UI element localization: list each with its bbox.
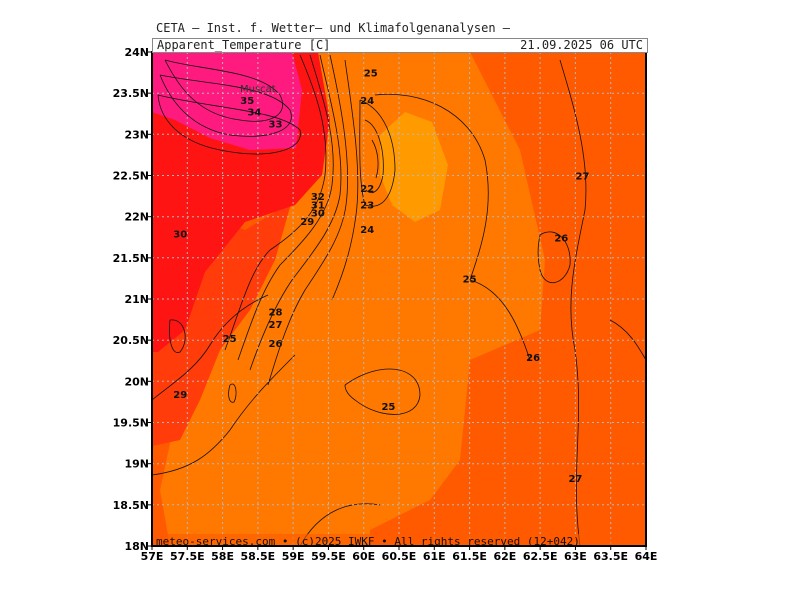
contour-label: 24: [360, 225, 374, 236]
contour-label: 22: [360, 184, 374, 195]
x-axis-ticks: 57E 57.5E 58E 58.5E 59E 59.5E 60E 60.5E 61E 61.5E…: [141, 546, 658, 563]
contour-label: 32: [311, 192, 325, 203]
x-tick-label: 59.5E: [311, 550, 346, 563]
contour-label: 34: [247, 107, 261, 118]
y-tick-label: 19.5N: [113, 417, 149, 430]
contour-label: 33: [269, 120, 283, 131]
contour-label: 24: [360, 96, 374, 107]
x-tick-label: 60E: [352, 550, 375, 563]
contour-label: 23: [360, 200, 374, 211]
y-tick-label: 24N: [124, 46, 149, 59]
x-tick-label: 59E: [282, 550, 305, 563]
contour-label: 25: [364, 69, 378, 80]
contour-label: 27: [568, 474, 582, 485]
x-tick-label: 57E: [141, 550, 164, 563]
x-tick-label: 61.5E: [452, 550, 487, 563]
contour-label: 26: [554, 233, 568, 244]
x-tick-label: 62E: [493, 550, 516, 563]
y-tick-label: 22N: [124, 211, 149, 224]
contour-label: 35: [240, 96, 254, 107]
contour-label: 25: [223, 334, 237, 345]
y-tick-label: 18N: [124, 540, 149, 553]
footer-band: [152, 534, 646, 546]
contour-label: 25: [463, 275, 477, 286]
x-tick-label: 64E: [635, 550, 658, 563]
y-tick-label: 23.5N: [113, 87, 149, 100]
y-tick-label: 18.5N: [113, 499, 149, 512]
x-tick-label: 60.5E: [382, 550, 417, 563]
y-tick-label: 21N: [124, 293, 149, 306]
x-tick-label: 63.5E: [593, 550, 628, 563]
contour-label: 29: [300, 217, 314, 228]
contour-lines: [152, 54, 646, 546]
contour-label: 30: [311, 209, 325, 220]
x-tick-label: 58E: [211, 550, 234, 563]
field-hot-magenta: [152, 52, 302, 150]
y-axis-ticks: 24N 23.5N 23N 22.5N 22N 21.5N 21N 20.5N 20N 19.5N…: [113, 46, 152, 553]
contour-label: 26: [269, 339, 283, 350]
contour-label: 29: [173, 390, 187, 401]
y-tick-label: 23N: [124, 128, 149, 141]
contour-label: 26: [526, 353, 540, 364]
y-tick-label: 21.5N: [113, 252, 149, 265]
contour-label: 27: [576, 172, 590, 183]
y-tick-label: 20.5N: [113, 334, 149, 347]
x-tick-label: 61E: [423, 550, 446, 563]
info-bar: Apparent_Temperature [C] 21.09.2025 06 U…: [152, 38, 648, 53]
x-tick-label: 62.5E: [523, 550, 558, 563]
x-tick-label: 57.5E: [170, 550, 205, 563]
contour-label: 31: [311, 200, 325, 211]
x-tick-label: 58.5E: [241, 550, 276, 563]
y-tick-label: 20N: [124, 375, 149, 388]
header-title: CETA — Inst. f. Wetter— und Klimafolgena…: [156, 21, 511, 35]
y-tick-label: 22.5N: [113, 170, 149, 183]
y-tick-label: 19N: [124, 458, 149, 471]
valid-time: 21.09.2025 06 UTC: [520, 38, 643, 52]
variable-name: Apparent_Temperature [C]: [157, 38, 331, 52]
field-light-orange: [380, 112, 448, 222]
city-label-muscat: Muscat: [240, 84, 276, 95]
grid-lines: [152, 52, 646, 546]
footer-credit: meteo-services.com • (c)2025 IWKF • All …: [156, 535, 580, 548]
contour-label: 27: [269, 320, 283, 331]
contour-label: 28: [269, 307, 283, 318]
contour-label: 30: [173, 229, 187, 240]
contour-label: 25: [381, 402, 395, 413]
x-tick-label: 63E: [564, 550, 587, 563]
